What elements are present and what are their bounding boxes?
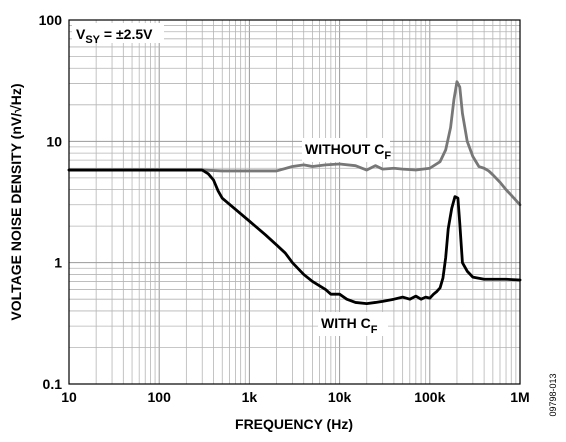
x-tick-labels: 10 100 1k 10k 100k 1M [61,389,530,405]
x-tick-label: 10 [61,389,77,405]
series-label-with-cf-background [318,312,388,336]
plot-frame [68,19,521,385]
series-label-without-cf-background [302,138,390,162]
series-label-with-cf: WITH CF [321,315,378,336]
grid-lines [68,20,520,385]
y-tick-labels: 0.1 1 10 100 [39,12,63,392]
x-tick-label: 1M [510,389,529,405]
x-tick-label: 100 [148,389,172,405]
x-axis-title: FREQUENCY (Hz) [235,416,353,432]
x-tick-label: 100k [414,389,445,405]
series-line-without-cf [67,80,522,207]
y-tick-label: 10 [46,133,62,149]
figure-id: 09798-013 [548,373,558,416]
y-tick-label: 1 [54,255,62,271]
x-tick-label: 10k [328,389,352,405]
series-line-with-cf [67,168,522,305]
y-tick-label: 100 [39,12,63,28]
x-tick-label: 1k [242,389,258,405]
y-tick-label: 0.1 [43,376,63,392]
condition-label-background [72,23,164,43]
condition-label: VSY = ±2.5V [76,26,153,46]
series-layer [67,80,522,305]
y-axis-title: VOLTAGE NOISE DENSITY (nV/√Hz) [8,83,24,320]
series-label-without-cf: WITHOUT CF [305,141,391,162]
